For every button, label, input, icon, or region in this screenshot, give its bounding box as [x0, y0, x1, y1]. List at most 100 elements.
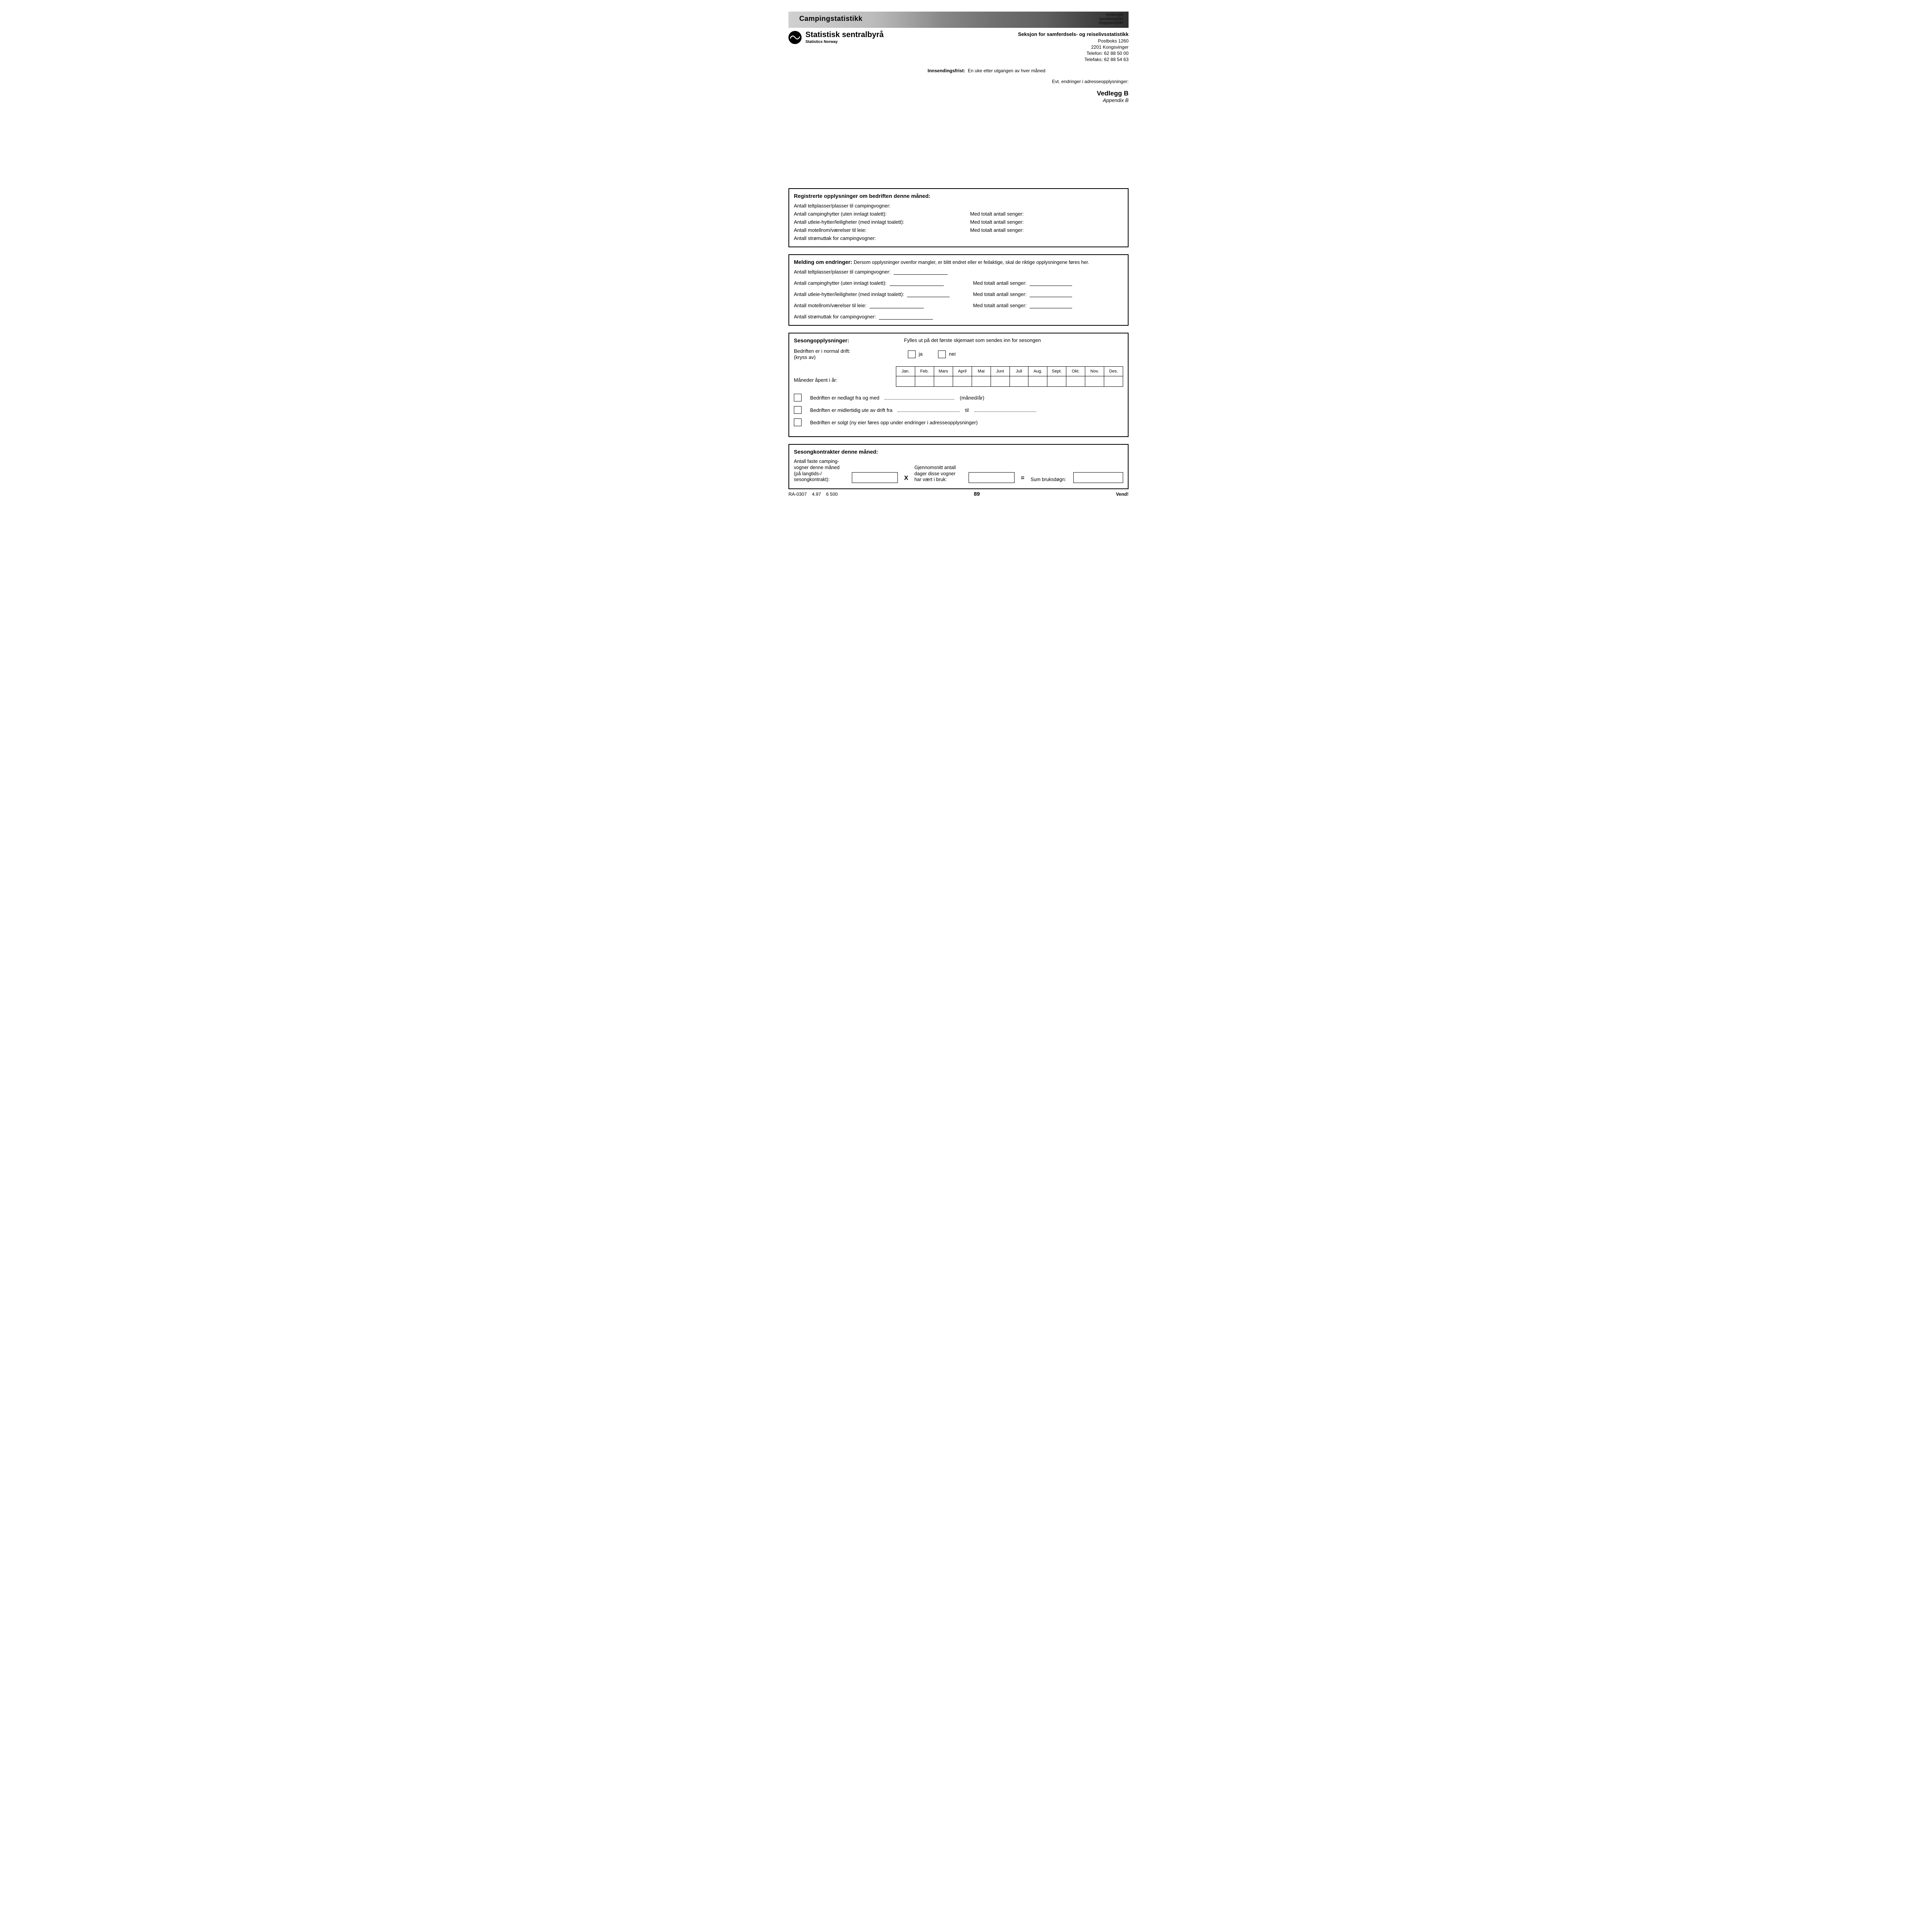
month-input[interactable]: [953, 376, 972, 386]
input-dotted[interactable]: [974, 408, 1036, 412]
closed-down-unit: (måned/år): [960, 395, 984, 401]
season-note: Fylles ut på det første skjemaet som sen…: [904, 337, 1041, 343]
month-cell[interactable]: Mai: [972, 366, 991, 387]
month-input[interactable]: [972, 376, 991, 386]
confidentiality-stamp: Undergitt taushetsplikt Oppgaveplikt: [1099, 13, 1123, 26]
month-input[interactable]: [934, 376, 953, 386]
section-registered-info: Registrerte opplysninger om bedriften de…: [788, 188, 1129, 247]
input-dotted[interactable]: [898, 408, 960, 412]
month-header: Aug.: [1028, 367, 1047, 376]
organisation-block: Statistisk sentralbyrå Statistics Norway: [788, 31, 884, 44]
month-input[interactable]: [1085, 376, 1104, 386]
deadline-row: Innsendingsfrist: En uke etter utgangen …: [788, 68, 1129, 73]
org-name: Statistisk sentralbyrå: [805, 31, 884, 39]
section2-title: Melding om endringer: Dersom opplysninge…: [794, 259, 1123, 265]
turn-over-label: Vend!: [1116, 492, 1129, 497]
address-block: Seksjon for samferdsels- og reiselivssta…: [1018, 31, 1129, 63]
month-cell[interactable]: Des.: [1104, 366, 1123, 387]
ssb-logo-icon: [788, 31, 802, 44]
input-dotted[interactable]: [885, 396, 954, 400]
reg-row-3-beds: Med totalt antall senger:: [970, 219, 1123, 225]
month-cell[interactable]: Aug.: [1028, 366, 1047, 387]
input-line[interactable]: [1030, 292, 1072, 297]
chg-row-2-beds: Med totalt antall senger:: [973, 280, 1123, 286]
section-season: Sesongopplysninger: Fylles ut på det før…: [788, 333, 1129, 437]
section1-title: Registrerte opplysninger om bedriften de…: [794, 193, 1123, 199]
month-header: Mars: [934, 367, 953, 376]
input-box-avg-days[interactable]: [969, 472, 1015, 483]
month-header: Des.: [1104, 367, 1123, 376]
month-input[interactable]: [1047, 376, 1066, 386]
chg-row-1: Antall teltplasser/plasser til campingvo…: [794, 269, 950, 275]
input-line[interactable]: [879, 314, 933, 320]
month-header: Feb.: [915, 367, 934, 376]
contracts-title: Sesongkontrakter denne måned:: [794, 449, 1123, 455]
input-line[interactable]: [907, 292, 950, 297]
equals-symbol: =: [1019, 475, 1026, 483]
reg-row-4: Antall motellrom/værelser til leie:: [794, 227, 947, 233]
month-input[interactable]: [915, 376, 934, 386]
reg-row-2-beds: Med totalt antall senger:: [970, 211, 1123, 217]
month-cell[interactable]: Juni: [991, 366, 1010, 387]
chg-row-3: Antall utleie-hytter/leiligheter (med in…: [794, 291, 950, 297]
chg-row-4: Antall motellrom/værelser til leie:: [794, 303, 950, 308]
month-cell[interactable]: Nov.: [1085, 366, 1104, 387]
contracts-col3-label: Sum bruksdøgn:: [1031, 477, 1069, 483]
page-number: 89: [974, 491, 980, 497]
input-line[interactable]: [870, 303, 924, 308]
normal-drift-question: Bedriften er i normal drift: (kryss av): [794, 348, 892, 360]
input-box-count[interactable]: [852, 472, 898, 483]
checkbox-no[interactable]: nei: [938, 350, 955, 358]
month-header: Okt.: [1066, 367, 1085, 376]
month-cell[interactable]: Okt.: [1066, 366, 1085, 387]
input-line[interactable]: [1030, 281, 1072, 286]
reg-row-2: Antall campinghytter (uten innlagt toale…: [794, 211, 947, 217]
page-footer: RA-0307 4.97 6 500 89 Vend!: [788, 491, 1129, 497]
input-line[interactable]: [894, 269, 948, 275]
temp-closed-to: til: [965, 407, 969, 413]
contracts-col1-label: Antall faste camping- vogner denne måned…: [794, 459, 847, 483]
month-header: Nov.: [1085, 367, 1104, 376]
months-open-label: Måneder åpent i år:: [794, 366, 892, 383]
month-cell[interactable]: April: [953, 366, 972, 387]
checkbox-closed-down[interactable]: [794, 394, 802, 401]
form-id: RA-0307 4.97 6 500: [788, 492, 838, 497]
closed-down-label: Bedriften er nedlagt fra og med: [810, 395, 879, 401]
month-cell[interactable]: Jan.: [896, 366, 915, 387]
month-input[interactable]: [1066, 376, 1085, 386]
month-header: Mai: [972, 367, 991, 376]
contracts-col2-label: Gjennomsnitt antall dager disse vogner h…: [914, 465, 964, 483]
checkbox-yes[interactable]: ja: [908, 350, 923, 358]
form-title: Campingstatistikk: [799, 15, 863, 23]
input-box-sum[interactable]: [1073, 472, 1123, 483]
month-cell[interactable]: Feb.: [915, 366, 934, 387]
reg-row-1: Antall teltplasser/plasser til campingvo…: [794, 203, 947, 209]
month-input[interactable]: [1010, 376, 1028, 386]
org-subtitle: Statistics Norway: [805, 40, 884, 44]
header-banner: Campingstatistikk Undergitt taushetsplik…: [788, 12, 1129, 28]
month-header: Jan.: [896, 367, 915, 376]
input-line[interactable]: [1030, 303, 1072, 308]
month-input[interactable]: [1028, 376, 1047, 386]
reg-row-5: Antall strømuttak for campingvogner:: [794, 235, 947, 241]
chg-row-4-beds: Med totalt antall senger:: [973, 303, 1123, 308]
month-header: Juli: [1010, 367, 1028, 376]
season-title: Sesongopplysninger:: [794, 337, 892, 344]
chg-row-5: Antall strømuttak for campingvogner:: [794, 314, 950, 320]
month-input[interactable]: [991, 376, 1010, 386]
reg-row-4-beds: Med totalt antall senger:: [970, 227, 1123, 233]
reg-row-3: Antall utleie-hytter/leiligheter (med in…: [794, 219, 947, 225]
sold-label: Bedriften er solgt (ny eier føres opp un…: [810, 420, 978, 425]
months-table: Jan.Feb.MarsAprilMaiJuniJuliAug.Sept.Okt…: [896, 366, 1123, 387]
month-input[interactable]: [1104, 376, 1123, 386]
checkbox-temp-closed[interactable]: [794, 406, 802, 414]
section-contracts: Sesongkontrakter denne måned: Antall fas…: [788, 444, 1129, 489]
input-line[interactable]: [890, 281, 944, 286]
month-input[interactable]: [896, 376, 915, 386]
month-cell[interactable]: Sept.: [1047, 366, 1066, 387]
month-cell[interactable]: Juli: [1010, 366, 1029, 387]
section-changes: Melding om endringer: Dersom opplysninge…: [788, 254, 1129, 326]
month-header: Juni: [991, 367, 1010, 376]
checkbox-sold[interactable]: [794, 418, 802, 426]
month-cell[interactable]: Mars: [934, 366, 953, 387]
